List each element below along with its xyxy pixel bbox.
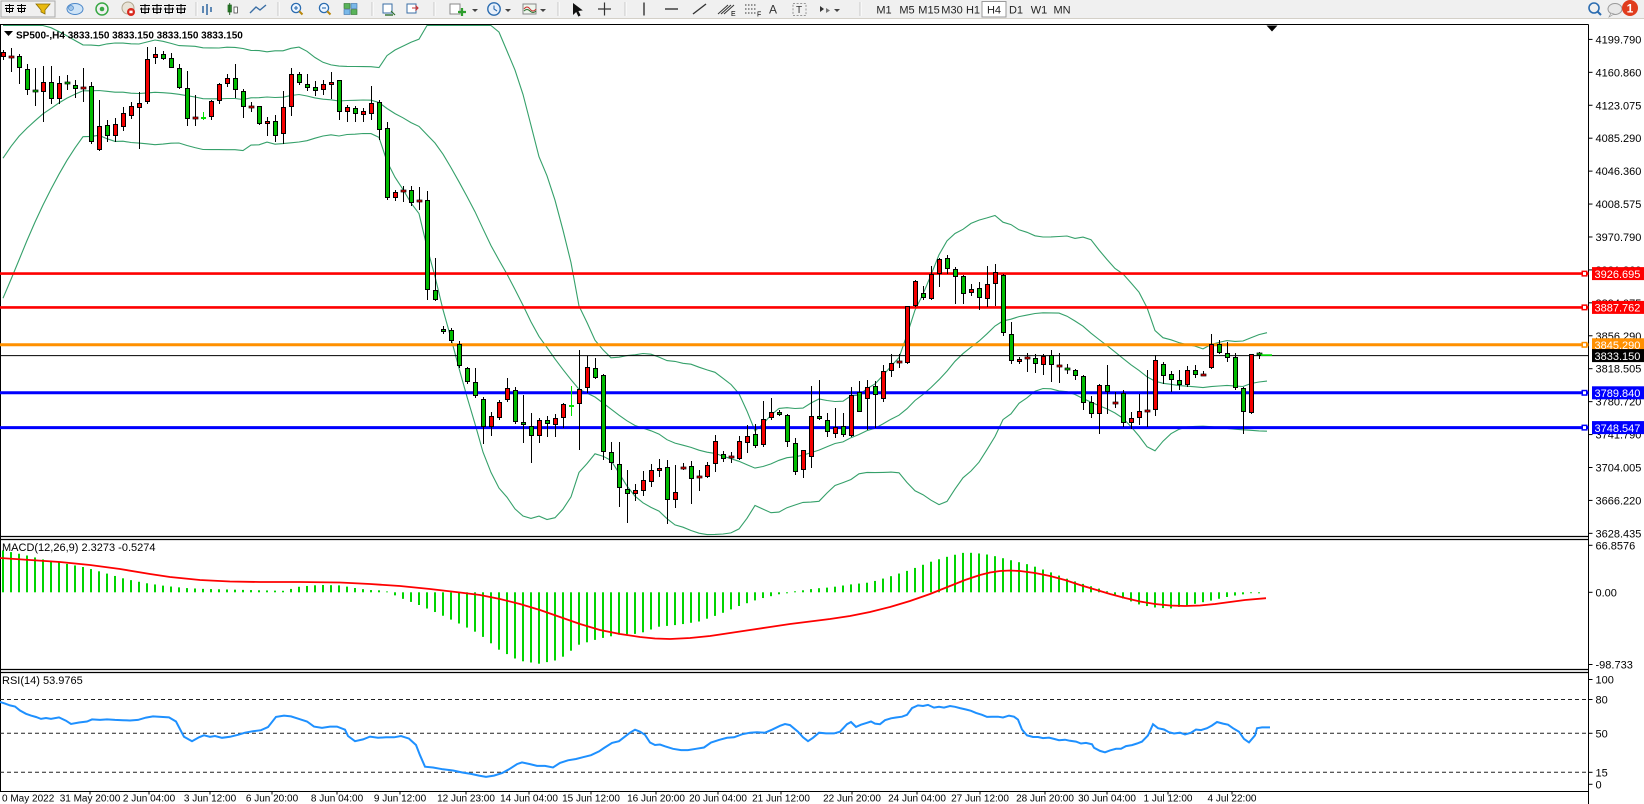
svg-text:24 Jun 04:00: 24 Jun 04:00 xyxy=(888,794,946,804)
svg-text:3845.290: 3845.290 xyxy=(1595,340,1641,352)
svg-text:4160.860: 4160.860 xyxy=(1596,67,1642,79)
svg-text:2 Jun 04:00: 2 Jun 04:00 xyxy=(123,794,176,804)
svg-text:H4: H4 xyxy=(987,5,1001,17)
svg-text:1: 1 xyxy=(1627,2,1634,16)
svg-text:RSI(14) 53.9765: RSI(14) 53.9765 xyxy=(2,675,83,687)
svg-text:16 Jun 20:00: 16 Jun 20:00 xyxy=(627,794,685,804)
svg-text:H1: H1 xyxy=(966,5,980,17)
svg-text:0.00: 0.00 xyxy=(1596,587,1617,599)
svg-text:F: F xyxy=(757,12,761,19)
svg-text:-98.733: -98.733 xyxy=(1596,660,1633,672)
svg-text:30 Jun 04:00: 30 Jun 04:00 xyxy=(1078,794,1136,804)
svg-text:M15: M15 xyxy=(918,5,939,17)
svg-text:3748.547: 3748.547 xyxy=(1595,423,1641,435)
svg-text:21 Jun 12:00: 21 Jun 12:00 xyxy=(752,794,810,804)
svg-text:12 Jun 23:00: 12 Jun 23:00 xyxy=(437,794,495,804)
svg-text:A: A xyxy=(769,3,777,17)
svg-text:0: 0 xyxy=(1596,779,1602,791)
svg-text:8 Jun 04:00: 8 Jun 04:00 xyxy=(311,794,364,804)
svg-text:20 Jun 04:00: 20 Jun 04:00 xyxy=(689,794,747,804)
svg-text:14 Jun 04:00: 14 Jun 04:00 xyxy=(500,794,558,804)
svg-text:100: 100 xyxy=(1596,675,1614,687)
svg-text:3628.435: 3628.435 xyxy=(1596,528,1642,540)
svg-text:50: 50 xyxy=(1596,728,1608,740)
svg-text:1 Jul 12:00: 1 Jul 12:00 xyxy=(1144,794,1193,804)
svg-text:3704.005: 3704.005 xyxy=(1596,463,1642,475)
svg-text:9 Jun 12:00: 9 Jun 12:00 xyxy=(374,794,427,804)
svg-text:3833.150: 3833.150 xyxy=(1595,351,1641,363)
svg-text:0 May 2022: 0 May 2022 xyxy=(2,794,55,804)
svg-text:SP500-,H4 3833.150 3833.150 38: SP500-,H4 3833.150 3833.150 3833.150 383… xyxy=(16,31,243,42)
svg-text:4046.360: 4046.360 xyxy=(1596,166,1642,178)
svg-text:4008.575: 4008.575 xyxy=(1596,199,1642,211)
svg-text:4 Jul 22:00: 4 Jul 22:00 xyxy=(1208,794,1257,804)
svg-text:M5: M5 xyxy=(899,5,914,17)
svg-text:22 Jun 20:00: 22 Jun 20:00 xyxy=(823,794,881,804)
svg-text:15: 15 xyxy=(1596,767,1608,779)
svg-text:W1: W1 xyxy=(1031,5,1048,17)
svg-text:28 Jun 20:00: 28 Jun 20:00 xyxy=(1016,794,1074,804)
svg-text:66.8576: 66.8576 xyxy=(1596,540,1636,552)
svg-text:3926.695: 3926.695 xyxy=(1595,269,1641,281)
svg-text:D1: D1 xyxy=(1009,5,1023,17)
svg-text:3666.220: 3666.220 xyxy=(1596,495,1642,507)
svg-text:15 Jun 12:00: 15 Jun 12:00 xyxy=(562,794,620,804)
svg-text:E: E xyxy=(731,11,736,18)
svg-text:M1: M1 xyxy=(876,5,891,17)
svg-text:MACD(12,26,9) 2.3273 -0.5274: MACD(12,26,9) 2.3273 -0.5274 xyxy=(2,542,155,554)
svg-text:31 May 20:00: 31 May 20:00 xyxy=(60,794,121,804)
svg-text:3818.505: 3818.505 xyxy=(1596,364,1642,376)
svg-text:3780.720: 3780.720 xyxy=(1596,397,1642,409)
svg-text:3970.790: 3970.790 xyxy=(1596,232,1642,244)
svg-text:4085.290: 4085.290 xyxy=(1596,133,1642,145)
svg-text:3887.762: 3887.762 xyxy=(1595,303,1641,315)
svg-text:3 Jun 12:00: 3 Jun 12:00 xyxy=(184,794,237,804)
svg-text:T: T xyxy=(796,5,802,16)
svg-text:80: 80 xyxy=(1596,695,1608,707)
svg-text:3789.840: 3789.840 xyxy=(1595,388,1641,400)
svg-text:4199.790: 4199.790 xyxy=(1596,34,1642,46)
svg-text:4123.075: 4123.075 xyxy=(1596,100,1642,112)
svg-text:27 Jun 12:00: 27 Jun 12:00 xyxy=(951,794,1009,804)
svg-text:MN: MN xyxy=(1053,5,1070,17)
svg-text:6 Jun 20:00: 6 Jun 20:00 xyxy=(246,794,299,804)
svg-text:M30: M30 xyxy=(941,5,962,17)
